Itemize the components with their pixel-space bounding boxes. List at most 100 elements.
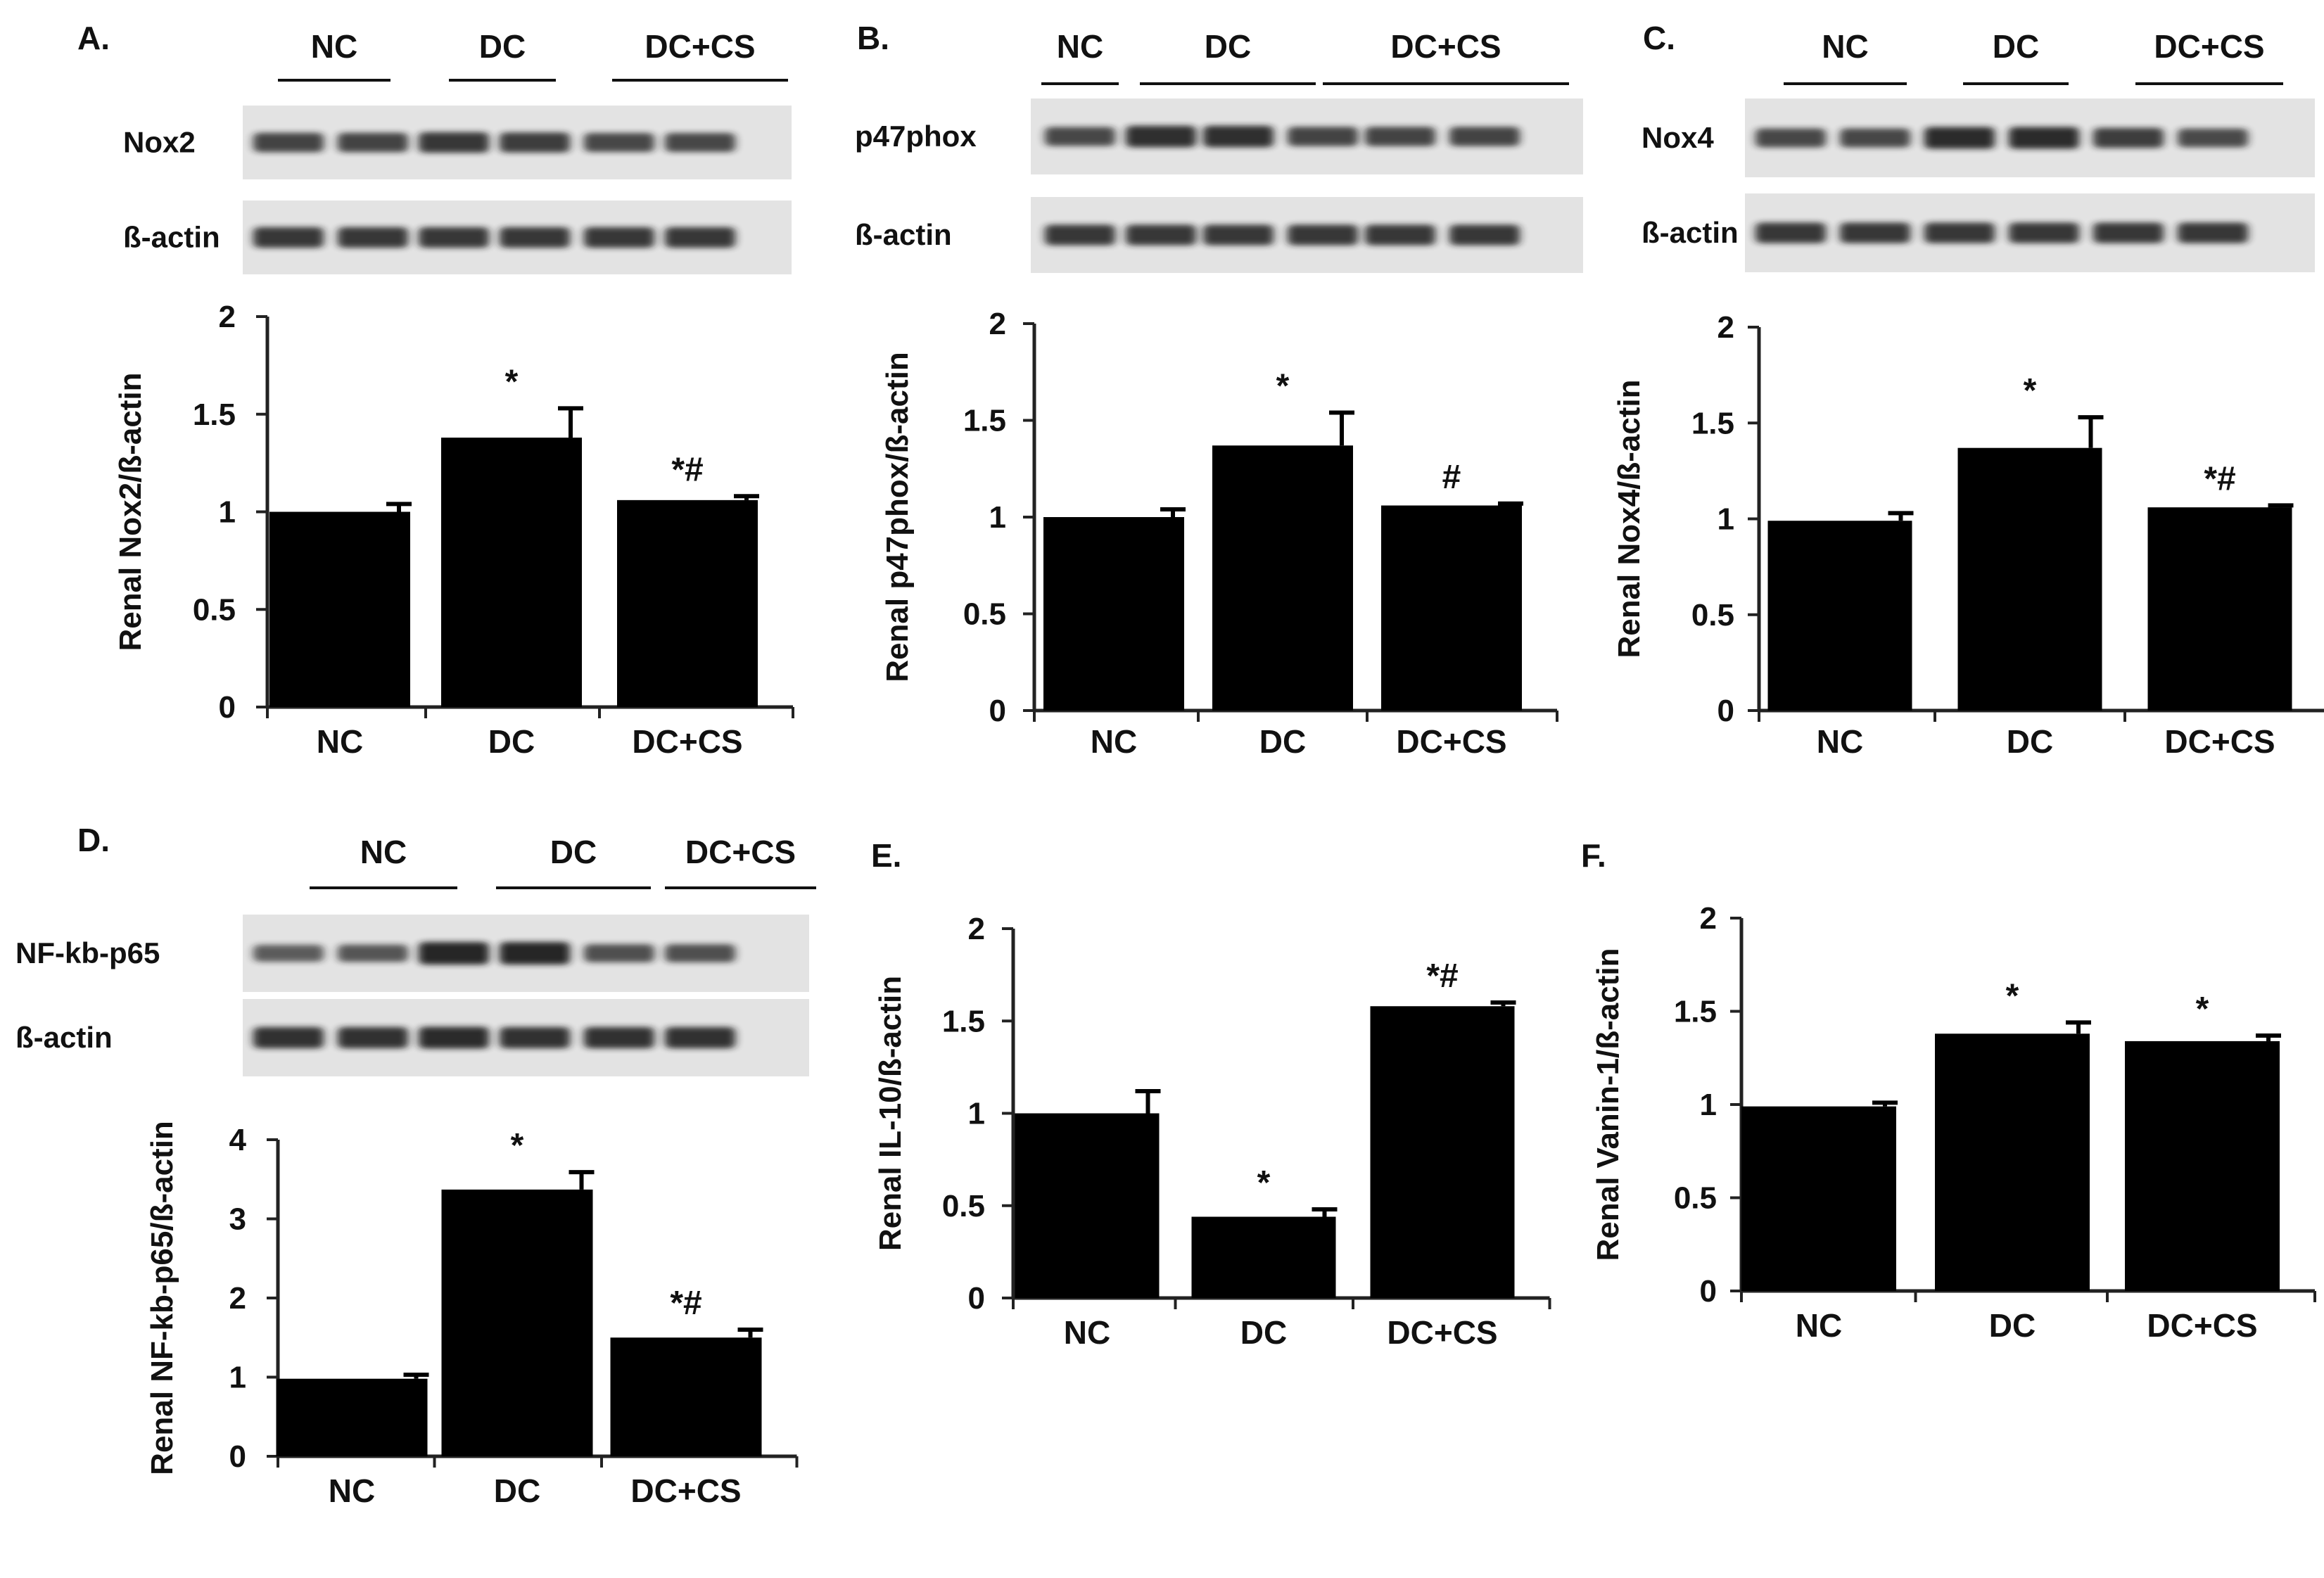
blot-band (665, 944, 735, 962)
y-tick-label: 0.5 (1691, 598, 1734, 632)
panel-a: A. NC DC DC+CS Nox2 ß-actin 0 0.5 1 1.5 2 NC * DC *# DC… (77, 20, 794, 760)
x-category-label: DC+CS (1387, 1314, 1497, 1351)
bar-nc (1043, 517, 1184, 711)
y-tick-label: 2 (989, 307, 1006, 341)
y-axis-label: Renal Nox4/ß-actin (1612, 379, 1646, 658)
y-tick-label: 1 (1700, 1088, 1717, 1122)
x-category-label: DC+CS (2164, 723, 2275, 760)
blot-band (500, 942, 570, 965)
western-blot: NC DC DC+CS Nox4 ß-actin (1642, 28, 2315, 272)
bar-chart: 0 1 2 3 4 NC * DC *# DC+CS Renal NF-kb-p65/ß-actin (145, 1121, 799, 1509)
blot-band (253, 945, 324, 962)
x-category-label: NC (329, 1472, 375, 1509)
panel-f: F. 0 0.5 1 1.5 2 NC * DC * DC+CS Renal Vanin-1/ß-ac… (1581, 837, 2316, 1344)
blot-band (1755, 128, 1826, 148)
western-blot: NC DC DC+CS NF-kb-p65 ß-actin (15, 834, 816, 1076)
blot-band (419, 942, 489, 965)
y-tick-label: 1 (968, 1097, 985, 1131)
panel-d: D. NC DC DC+CS NF-kb-p65 ß-actin 0 1 2 3 4 NC * DC *# D… (15, 822, 816, 1509)
y-tick-label: 1.5 (942, 1004, 985, 1038)
significance-marker: * (511, 1127, 524, 1164)
blot-row-label: Nox2 (123, 126, 196, 159)
blot-group-label: DC+CS (1390, 28, 1501, 65)
significance-marker: *# (671, 451, 703, 488)
blot-group-label: NC (1822, 28, 1868, 65)
blot-group-label: NC (311, 28, 357, 65)
x-category-label: DC (1989, 1307, 2036, 1344)
blot-band (665, 1026, 735, 1049)
blot-band (1840, 222, 1910, 243)
blot-band (1755, 222, 1826, 243)
blot-band (1045, 127, 1115, 146)
bar-dc (441, 1189, 593, 1456)
blot-row-label: ß-actin (15, 1021, 113, 1054)
blot-band (1840, 128, 1910, 148)
blot-band (2093, 222, 2164, 243)
blot-band (1924, 222, 1995, 243)
blot-band (338, 132, 408, 153)
significance-marker: * (1257, 1164, 1271, 1202)
bar-dc (1957, 447, 2102, 711)
y-axis-label: Renal p47phox/ß-actin (880, 352, 915, 682)
bar-chart: 0 0.5 1 1.5 2 NC * DC * DC+CS Renal Vanin-1/ß-acti… (1591, 901, 2316, 1344)
blot-group-label: DC+CS (2154, 28, 2264, 65)
blot-band (2178, 222, 2248, 243)
bar-chart: 0 0.5 1 1.5 2 NC * DC *# DC+CS Renal Nox4/ß-actin (1612, 310, 2324, 760)
blot-group-label: DC (479, 28, 526, 65)
y-axis-label: Renal NF-kb-p65/ß-actin (145, 1121, 179, 1475)
bar-dc-cs (617, 500, 758, 707)
significance-marker: * (2024, 372, 2037, 409)
blot-group-label: NC (1057, 28, 1103, 65)
significance-marker: * (2196, 991, 2209, 1028)
blot-band (1045, 224, 1115, 246)
bar-chart: 0 0.5 1 1.5 2 NC * DC # DC+CS Renal p47phox/ß-acti… (880, 307, 1558, 760)
blot-band (1449, 127, 1520, 146)
blot-band (1203, 224, 1274, 246)
significance-marker: * (1276, 368, 1290, 405)
y-tick-label: 2 (1700, 901, 1717, 936)
y-tick-label: 2 (229, 1281, 246, 1316)
x-category-label: DC+CS (630, 1472, 741, 1509)
blot-row-label: ß-actin (123, 221, 220, 254)
blot-band (1365, 224, 1435, 246)
bar-dc (1212, 445, 1353, 711)
panel-letter: E. (871, 837, 901, 874)
x-category-label: DC+CS (632, 723, 742, 760)
y-tick-label: 2 (1717, 310, 1734, 345)
blot-band (253, 1026, 324, 1049)
blot-group-label: DC (1205, 28, 1251, 65)
x-category-label: NC (1817, 723, 1863, 760)
x-category-label: DC (488, 723, 535, 760)
y-axis-label: Renal Vanin-1/ß-actin (1591, 948, 1625, 1261)
bar-nc (269, 511, 410, 707)
x-category-label: DC+CS (2147, 1307, 2257, 1344)
blot-row-label: Nox4 (1642, 121, 1714, 154)
bar-dc-cs (1370, 1006, 1515, 1298)
y-tick-label: 0.5 (1674, 1181, 1717, 1216)
blot-row-label: ß-actin (1642, 216, 1739, 249)
blot-band (665, 227, 735, 248)
y-tick-label: 1 (989, 500, 1006, 535)
panel-b: B. NC DC DC+CS p47phox ß-actin 0 0.5 1 1.5 2 NC * DC #… (855, 20, 1583, 760)
blot-row-label: NF-kb-p65 (15, 936, 160, 969)
y-tick-label: 1 (229, 1361, 246, 1395)
blot-band (338, 227, 408, 248)
y-tick-label: 1.5 (1674, 995, 1717, 1029)
bar-chart: 0 0.5 1 1.5 2 NC * DC *# DC+CS Renal IL-10/ß-actin (873, 912, 1551, 1351)
significance-marker: *# (2204, 460, 2235, 497)
bar-nc (1015, 1113, 1160, 1298)
blot-band (1126, 224, 1196, 246)
x-category-label: NC (1064, 1314, 1110, 1351)
blot-group-label: DC (550, 834, 597, 870)
blot-group-label: NC (360, 834, 407, 870)
blot-band (253, 227, 324, 248)
y-tick-label: 0 (229, 1439, 246, 1474)
y-tick-label: 1.5 (1691, 406, 1734, 440)
y-tick-label: 0 (989, 694, 1006, 728)
blot-band (2009, 127, 2079, 149)
blot-band (2178, 128, 2248, 148)
bar-dc (1935, 1033, 2090, 1291)
blot-row-label: ß-actin (855, 218, 952, 251)
y-tick-label: 2 (968, 912, 985, 946)
